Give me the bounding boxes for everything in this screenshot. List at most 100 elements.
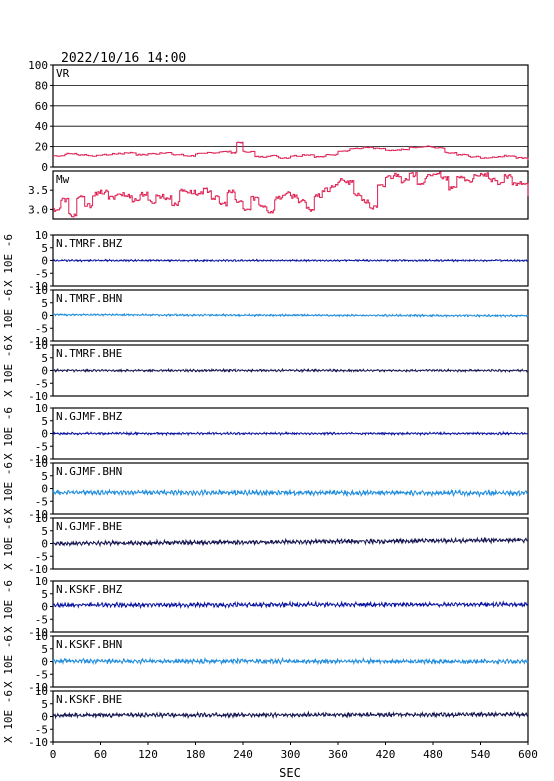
y-tick-label: 0	[41, 310, 48, 323]
x-tick-label: 120	[138, 748, 158, 761]
y-tick-label: -10	[28, 280, 48, 293]
y-tick-label: -5	[35, 322, 48, 335]
y-axis-label: X 10E -6	[2, 289, 15, 342]
series-line-tmrf-bhe	[52, 367, 529, 374]
panel-label: N.GJMF.BHN	[56, 465, 122, 478]
panel-mw: 3.5 3.0 Mw	[28, 170, 529, 220]
y-tick-label: 5	[41, 242, 48, 255]
y-tick-label: -10	[28, 453, 48, 466]
y-tick-label: -10	[28, 736, 48, 749]
panel-label: N.GJMF.BHZ	[56, 410, 123, 423]
y-axis-label: X 10E -6	[2, 635, 15, 688]
y-tick-label: -10	[28, 335, 48, 348]
y-tick-label: -5	[35, 613, 48, 626]
y-tick-label: 10	[35, 229, 48, 242]
y-tick-label: 0	[41, 161, 48, 174]
y-tick-label: -10	[28, 390, 48, 403]
y-axis-label: X 10E -6	[2, 344, 15, 397]
series-line-kskf-bhn	[52, 656, 529, 666]
x-tick-label: 300	[281, 748, 301, 761]
y-tick-label: 10	[35, 402, 48, 415]
x-tick-label: 600	[518, 748, 538, 761]
y-axis-label: X 10E -6	[2, 690, 15, 743]
x-tick-label: 240	[233, 748, 253, 761]
y-tick-label: 0	[41, 538, 48, 551]
y-tick-label: 10	[35, 575, 48, 588]
panel-frame	[52, 462, 529, 515]
panel-label: Mw	[56, 173, 70, 186]
y-tick-label: 10	[35, 630, 48, 643]
panel-frame	[52, 64, 529, 168]
y-tick-label: 5	[41, 698, 48, 711]
x-tick-label: 60	[94, 748, 107, 761]
x-tick-label: 540	[471, 748, 491, 761]
panel-label: N.KSKF.BHZ	[56, 583, 123, 596]
x-tick-label: 480	[423, 748, 443, 761]
panel-label: N.KSKF.BHE	[56, 693, 122, 706]
y-tick-label: -10	[28, 563, 48, 576]
y-tick-label: -10	[28, 508, 48, 521]
series-line-tmrf-bhn	[52, 312, 529, 319]
panel-vr: 100 80 60 40 20 0 VR	[28, 59, 529, 174]
y-axis-label: X 10E -6	[2, 517, 15, 570]
panel-frame	[52, 580, 529, 633]
x-tick-label: 420	[376, 748, 396, 761]
y-tick-label: 100	[28, 59, 48, 72]
panel-label: N.KSKF.BHN	[56, 638, 122, 651]
y-axis-label: X 10E -6	[2, 234, 15, 287]
series-line-kskf-bhz	[52, 600, 529, 610]
y-tick-label: 60	[35, 100, 48, 113]
y-tick-label: 10	[35, 457, 48, 470]
x-axis-label: SEC	[279, 766, 301, 780]
chart-title: 2022/10/16 14:00	[61, 51, 186, 66]
panel-label: N.GJMF.BHE	[56, 520, 122, 533]
y-tick-label: 0	[41, 428, 48, 441]
series-line-gjmf-bhe	[52, 536, 529, 548]
y-tick-label: -5	[35, 495, 48, 508]
series-line-gjmf-bhz	[52, 430, 529, 437]
y-tick-label: 40	[35, 120, 48, 133]
series-line-vr	[53, 141, 529, 161]
y-tick-label: 0	[41, 255, 48, 268]
y-tick-label: -5	[35, 550, 48, 563]
y-tick-label: 10	[35, 339, 48, 352]
panel-label: N.TMRF.BHN	[56, 292, 122, 305]
y-tick-label: 10	[35, 512, 48, 525]
x-tick-label: 180	[186, 748, 206, 761]
y-tick-label: 10	[35, 284, 48, 297]
y-tick-label: 3.5	[28, 184, 48, 197]
panels-layer: 100806040200VR3.53.0Mw1050-5-10N.TMRF.BH…	[2, 59, 538, 761]
y-tick-label: 20	[35, 141, 48, 154]
series-line-tmrf-bhz	[52, 258, 529, 263]
x-tick-label: 0	[50, 748, 57, 761]
y-axis-label: X 10E -6	[2, 407, 15, 460]
y-tick-label: 10	[35, 685, 48, 698]
y-tick-label: 0	[41, 656, 48, 669]
panel-frame	[52, 690, 529, 743]
y-tick-label: 0	[41, 601, 48, 614]
y-tick-label: -5	[35, 668, 48, 681]
x-tick-label: 360	[328, 748, 348, 761]
y-tick-label: -5	[35, 440, 48, 453]
y-tick-label: 5	[41, 352, 48, 365]
y-tick-label: 5	[41, 525, 48, 538]
panel-label: N.TMRF.BHE	[56, 347, 122, 360]
y-tick-label: -10	[28, 681, 48, 694]
y-tick-label: 0	[41, 365, 48, 378]
y-axis-label: X 10E -6	[2, 462, 15, 515]
y-tick-label: 5	[41, 297, 48, 310]
y-tick-label: -5	[35, 267, 48, 280]
y-tick-label: 5	[41, 470, 48, 483]
y-tick-label: 3.0	[28, 203, 48, 216]
y-tick-label: 5	[41, 415, 48, 428]
